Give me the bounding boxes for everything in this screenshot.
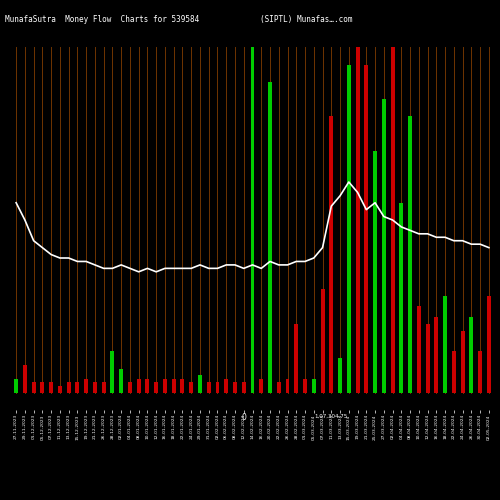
- Bar: [40, 382, 44, 392]
- Bar: [84, 379, 88, 392]
- Text: (SIPTL) Munafas….com: (SIPTL) Munafas….com: [260, 15, 352, 24]
- Bar: [260, 379, 263, 392]
- Bar: [408, 116, 412, 392]
- Bar: [136, 379, 140, 392]
- Bar: [417, 306, 421, 392]
- Bar: [356, 48, 360, 393]
- Bar: [66, 382, 70, 392]
- Bar: [110, 352, 114, 393]
- Bar: [452, 352, 456, 393]
- Bar: [189, 382, 193, 392]
- Bar: [277, 382, 280, 392]
- Bar: [382, 99, 386, 392]
- Text: 0: 0: [242, 414, 246, 422]
- Bar: [312, 379, 316, 392]
- Bar: [14, 379, 18, 392]
- Bar: [32, 382, 36, 392]
- Bar: [224, 379, 228, 392]
- Bar: [180, 379, 184, 392]
- Bar: [76, 382, 80, 392]
- Bar: [250, 48, 254, 393]
- Bar: [119, 368, 123, 392]
- Text: 1,07,304.75: 1,07,304.75: [314, 414, 348, 418]
- Bar: [347, 64, 351, 392]
- Bar: [163, 379, 167, 392]
- Bar: [390, 48, 394, 393]
- Bar: [286, 379, 290, 392]
- Bar: [478, 352, 482, 393]
- Bar: [102, 382, 105, 392]
- Bar: [364, 64, 368, 392]
- Bar: [58, 386, 62, 392]
- Bar: [49, 382, 53, 392]
- Bar: [338, 358, 342, 392]
- Bar: [470, 316, 474, 392]
- Bar: [93, 382, 97, 392]
- Bar: [198, 376, 202, 392]
- Bar: [233, 382, 237, 392]
- Bar: [146, 379, 150, 392]
- Bar: [128, 382, 132, 392]
- Bar: [460, 330, 464, 392]
- Text: MunafaSutra  Money Flow  Charts for 539584: MunafaSutra Money Flow Charts for 539584: [5, 15, 199, 24]
- Bar: [443, 296, 447, 392]
- Bar: [172, 379, 175, 392]
- Bar: [400, 202, 404, 392]
- Bar: [294, 324, 298, 392]
- Bar: [207, 382, 210, 392]
- Bar: [303, 379, 307, 392]
- Bar: [487, 296, 491, 392]
- Bar: [426, 324, 430, 392]
- Bar: [216, 382, 220, 392]
- Bar: [23, 365, 27, 392]
- Bar: [320, 289, 324, 393]
- Bar: [268, 82, 272, 392]
- Bar: [373, 151, 377, 392]
- Bar: [242, 382, 246, 392]
- Bar: [154, 382, 158, 392]
- Bar: [434, 316, 438, 392]
- Bar: [330, 116, 334, 392]
